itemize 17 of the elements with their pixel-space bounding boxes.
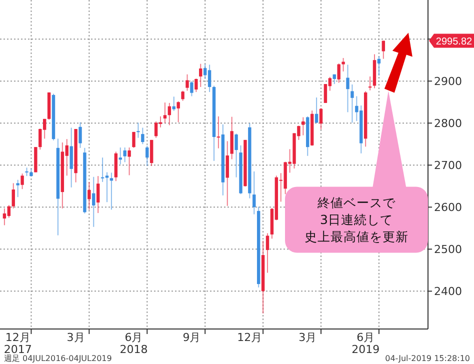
x-tick-label: 12月 2017	[4, 331, 32, 356]
text: 2995.82	[436, 36, 473, 48]
text: 04-Jul-2019 15:28:10	[385, 354, 470, 363]
x-tick-label: 3月	[66, 331, 85, 344]
text: 週足 04JUL2016-04JUL2019	[4, 354, 112, 363]
y-tick-label: 2900	[434, 74, 462, 88]
y-tick-label: 2800	[434, 116, 462, 130]
y-tick-label: 2400	[434, 285, 462, 298]
annotation: 終値ベースで3日連続して史上最高値を更新	[304, 194, 408, 244]
x-tick-label: 6月 2018	[120, 331, 148, 356]
y-tick-label: 2600	[434, 201, 462, 214]
y-tick-label: 2700	[434, 158, 462, 172]
y-tick-label: 2500	[434, 243, 462, 256]
x-tick-label: 9月	[182, 331, 201, 344]
x-tick-label: 12月	[237, 331, 262, 344]
x-tick-label: 3月	[298, 331, 317, 344]
x-tick-label: 6月 2019	[352, 331, 380, 356]
